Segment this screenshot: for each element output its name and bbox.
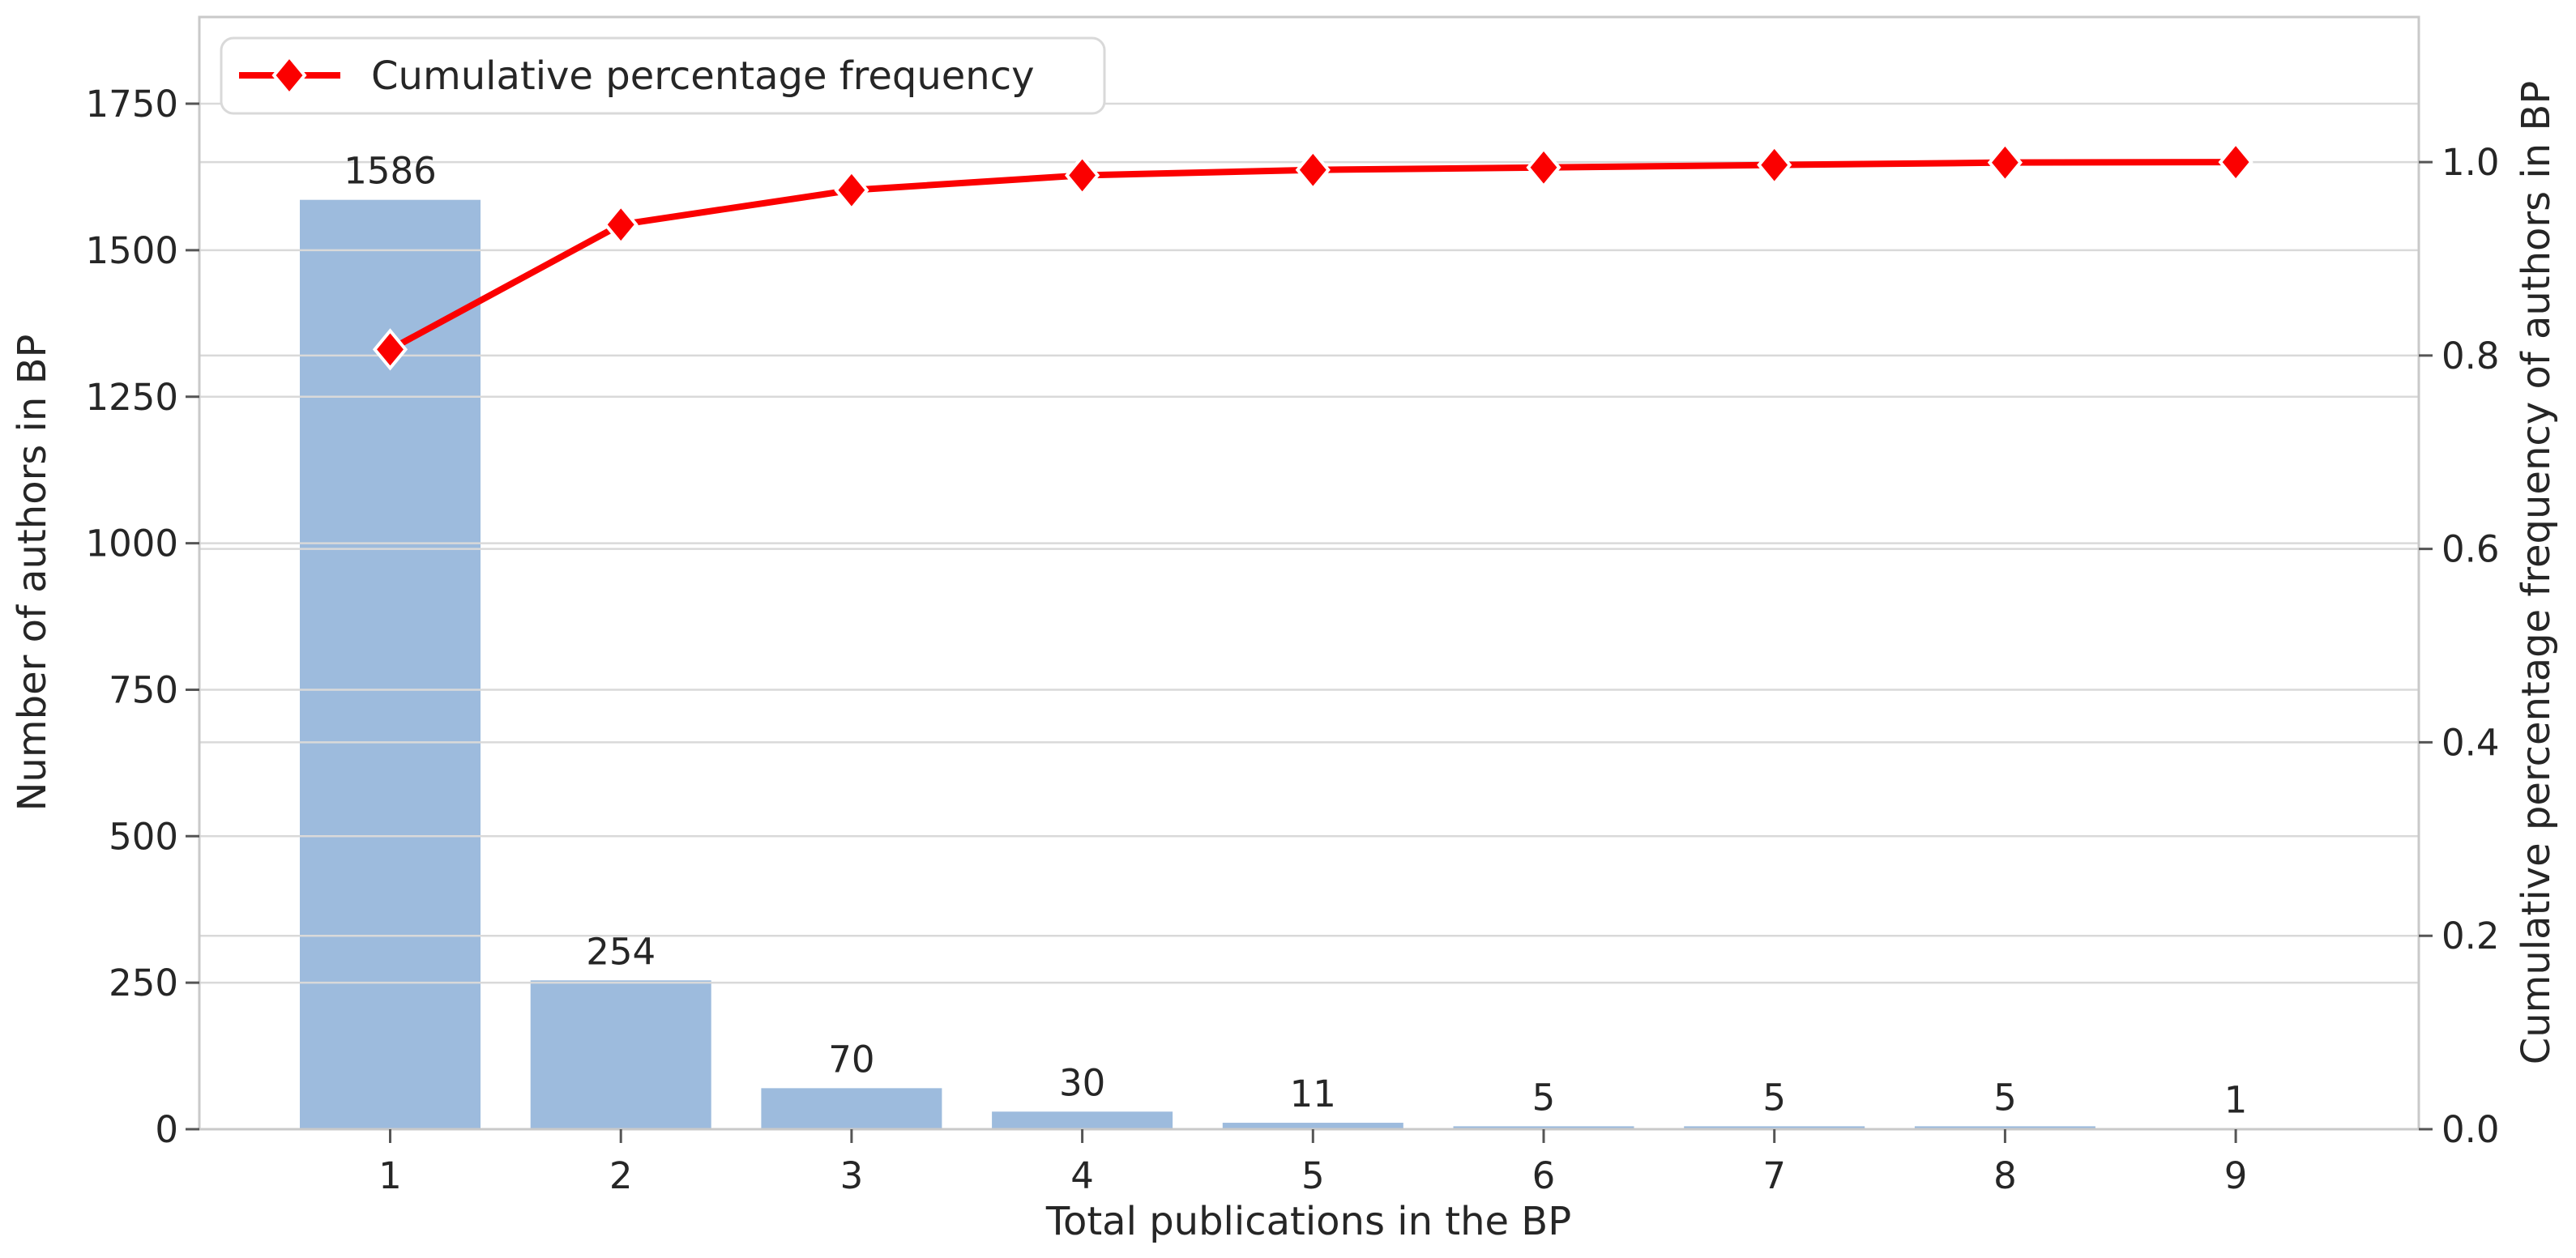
bar-value-label: 11	[1290, 1072, 1336, 1115]
bar-value-label: 254	[586, 930, 656, 973]
y-left-tick-label: 500	[109, 815, 178, 858]
y-right-tick-label: 0.0	[2441, 1108, 2500, 1151]
cumulative-marker-diamond	[1526, 146, 1561, 189]
bars-layer	[300, 199, 2326, 1130]
y-left-tick-label: 250	[109, 962, 178, 1004]
x-tick-label: 3	[840, 1154, 864, 1197]
legend-box	[220, 36, 1106, 115]
x-tick-label: 5	[1301, 1154, 1325, 1197]
y-right-tick-label: 0.4	[2441, 721, 2500, 764]
y-left-tick-label: 1000	[85, 522, 178, 565]
bar	[530, 980, 711, 1129]
bar	[1453, 1126, 1634, 1129]
legend: Cumulative percentage frequency	[220, 36, 1106, 115]
bar-value-label: 1	[2224, 1078, 2248, 1121]
y-right-tick-label: 0.8	[2441, 335, 2500, 377]
tick-labels-layer: 0 250 500 750 1000 1250 1500 1750 0.0 0.2 0.4 0.6 0.…	[85, 83, 2499, 1197]
legend-label: Cumulative percentage frequency	[371, 53, 1034, 99]
y-right-tick-label: 0.6	[2441, 528, 2500, 571]
tick-marks-layer	[186, 102, 2433, 1143]
legend-diamond-icon	[271, 53, 307, 97]
bar	[1684, 1126, 1865, 1129]
plot-area-border	[198, 15, 2420, 1131]
bar-value-label: 5	[1762, 1076, 1786, 1119]
bar-value-label: 5	[1993, 1076, 2017, 1119]
cumulative-marker-diamond	[372, 328, 408, 371]
y-left-tick-label: 750	[109, 668, 178, 711]
x-tick-label: 4	[1070, 1154, 1094, 1197]
x-axis-title: Total publications in the BP	[1045, 1199, 1571, 1244]
cumulative-marker-diamond	[2218, 140, 2253, 184]
bar-value-label: 30	[1059, 1061, 1105, 1104]
bar-value-label: 70	[828, 1038, 874, 1081]
y-axis-title-right: Cumulative percentage frequency of autho…	[2514, 81, 2559, 1065]
bar-value-labels-layer: 1586 254 70 30 11 5 5 5 1	[344, 150, 2247, 1122]
y-right-tick-label: 0.2	[2441, 915, 2500, 957]
x-tick-label: 6	[1532, 1154, 1556, 1197]
x-tick-label: 8	[1993, 1154, 2017, 1197]
cumulative-marker-diamond	[1065, 154, 1100, 197]
y-left-tick-label: 1500	[85, 229, 178, 272]
bar	[1914, 1126, 2095, 1129]
bar-value-label: 5	[1532, 1076, 1556, 1119]
bar	[992, 1111, 1173, 1129]
x-tick-label: 1	[378, 1154, 402, 1197]
y-left-tick-label: 1250	[85, 376, 178, 419]
bar	[761, 1088, 942, 1129]
gridlines-layer	[199, 102, 2419, 984]
y-left-tick-label: 0	[155, 1108, 178, 1151]
y-right-tick-label: 1.0	[2441, 141, 2500, 184]
bar	[1222, 1123, 1403, 1129]
x-tick-label: 2	[609, 1154, 633, 1197]
bar-value-label: 1586	[344, 150, 437, 193]
x-tick-label: 9	[2224, 1154, 2248, 1197]
y-axis-title-left: Number of authors in BP	[10, 335, 55, 812]
cumulative-marker-diamond	[1295, 148, 1331, 191]
x-tick-label: 7	[1762, 1154, 1786, 1197]
cumulative-marker-diamond	[1757, 143, 1792, 186]
cumulative-marker-diamond	[603, 203, 639, 246]
cumulative-marker-diamond	[1987, 141, 2023, 184]
cumulative-line-layer	[372, 140, 2253, 371]
cumulative-marker-diamond	[834, 168, 869, 211]
y-left-tick-label: 1750	[85, 83, 178, 126]
